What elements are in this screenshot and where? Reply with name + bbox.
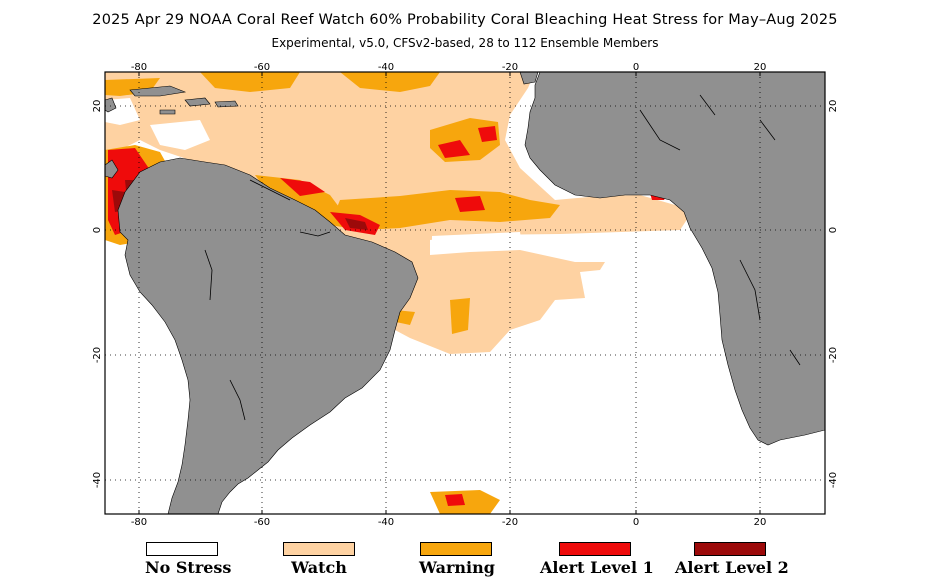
lon-label-top: 20: [754, 62, 767, 73]
map-subtitle: Experimental, v5.0, CFSv2-based, 28 to 1…: [271, 36, 659, 50]
legend: No Stress Watch Warning Alert Level 1 Al…: [0, 542, 930, 580]
legend-item-warning: Warning: [419, 542, 495, 577]
legend-swatch: [694, 542, 766, 556]
lon-label-bottom: 20: [754, 517, 767, 528]
lon-label-top: 0: [633, 62, 639, 73]
legend-swatch: [146, 542, 218, 556]
legend-label: Alert Level 1: [540, 558, 654, 577]
legend-label: Warning: [419, 558, 495, 577]
lat-label-left: 0: [92, 227, 103, 233]
lat-label-left: 20: [92, 100, 103, 113]
legend-swatch: [283, 542, 355, 556]
legend-label: Watch: [291, 558, 347, 577]
land-iberia: [519, 72, 539, 85]
caribbean-islands: [129, 85, 239, 115]
lat-label-right: 0: [828, 227, 839, 233]
lon-label-top: -20: [502, 62, 518, 73]
legend-item-alert2: Alert Level 2: [675, 542, 789, 577]
lat-label-left: -40: [92, 472, 103, 488]
legend-label: Alert Level 2: [675, 558, 789, 577]
legend-item-watch: Watch: [282, 542, 356, 577]
legend-label: No Stress: [145, 558, 232, 577]
legend-swatch: [420, 542, 492, 556]
land-south-america: [117, 157, 419, 514]
map-frame: [104, 71, 826, 515]
lon-label-bottom: -20: [502, 517, 518, 528]
lat-label-right: 20: [828, 100, 839, 113]
no-stress-patch-equator: [432, 232, 522, 250]
land-yucatan: [105, 97, 117, 113]
lat-label-right: -40: [828, 472, 839, 488]
graticule: [105, 72, 825, 514]
map-title: 2025 Apr 29 NOAA Coral Reef Watch 60% Pr…: [92, 12, 838, 28]
land-central-america: [105, 159, 119, 179]
lat-label-right: -20: [828, 347, 839, 363]
lon-label-bottom: -80: [131, 517, 147, 528]
lon-label-top: -40: [378, 62, 394, 73]
lon-label-bottom: 0: [633, 517, 639, 528]
lon-label-top: -80: [131, 62, 147, 73]
land-africa: [524, 72, 825, 446]
legend-item-no-stress: No Stress: [145, 542, 232, 577]
lon-label-top: -60: [254, 62, 270, 73]
lat-label-left: -20: [92, 347, 103, 363]
coast-details: [204, 94, 801, 421]
lon-label-bottom: -60: [254, 517, 270, 528]
no-stress-patch-gulf: [150, 120, 210, 150]
lon-label-bottom: -40: [378, 517, 394, 528]
legend-swatch: [559, 542, 631, 556]
tick-marks: [138, 72, 761, 514]
legend-item-alert1: Alert Level 1: [540, 542, 654, 577]
